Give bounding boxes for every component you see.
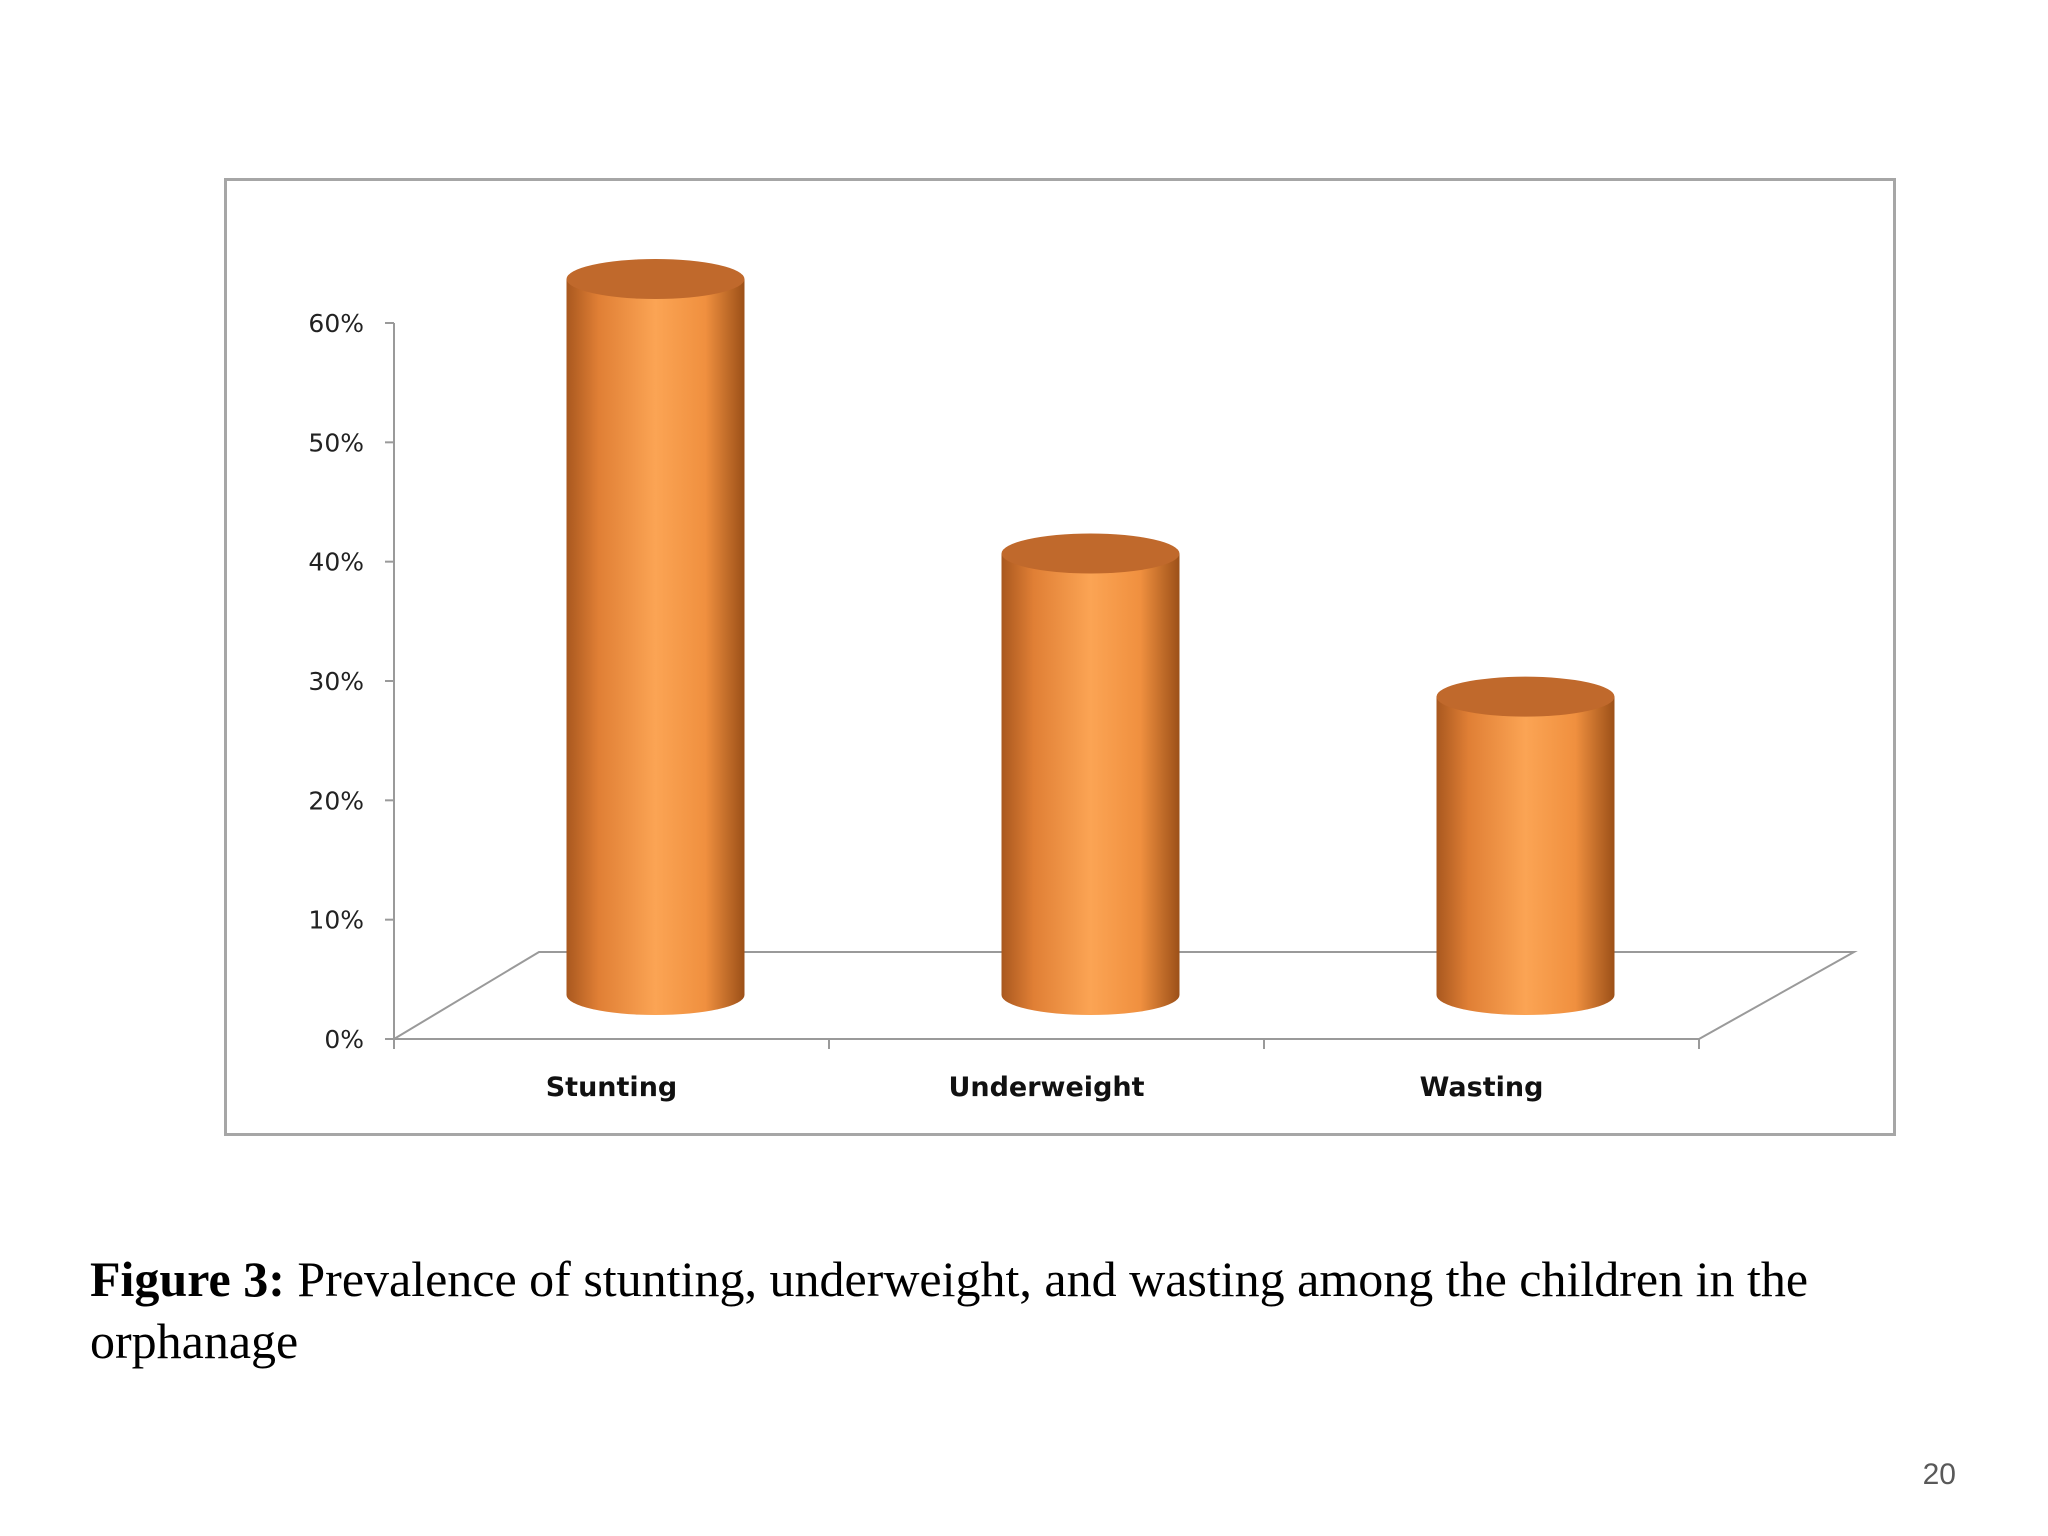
y-tick-label: 60% [308, 309, 364, 338]
bar-body [566, 279, 745, 1015]
x-tick-label: Underweight [948, 1072, 1144, 1103]
x-tick-label: Wasting [1420, 1072, 1544, 1103]
bar-body [1436, 696, 1615, 1015]
y-tick-label: 20% [308, 786, 364, 815]
bar-body [1001, 553, 1180, 1015]
y-tick-label: 0% [324, 1025, 364, 1054]
bar-stunting [566, 259, 745, 1015]
bar-top [566, 259, 745, 299]
y-tick-label: 10% [308, 906, 364, 935]
chart-area: 0% 10% 20% 30% 40% 50% 60% Stunting Underweight W… [224, 178, 1896, 1136]
figure-caption: Figure 3: Prevalence of stunting, underw… [90, 1248, 1970, 1372]
y-tick-label: 40% [308, 548, 364, 577]
x-tick-label: Stunting [546, 1072, 678, 1103]
y-tick-label: 30% [308, 667, 364, 696]
y-tick-label: 50% [308, 428, 364, 457]
bar-top [1436, 676, 1615, 717]
chart-floor [393, 951, 1858, 1040]
bar-underweight [1001, 533, 1180, 1015]
caption-label: Figure 3: [90, 1251, 285, 1307]
bar-top [1001, 533, 1180, 574]
bar-wasting [1436, 676, 1615, 1015]
bar-chart: 0% 10% 20% 30% 40% 50% 60% Stunting Underweight W… [308, 259, 1858, 1103]
caption-text: Prevalence of stunting, underweight, and… [90, 1251, 1809, 1369]
slide-number: 20 [1922, 1458, 1956, 1491]
